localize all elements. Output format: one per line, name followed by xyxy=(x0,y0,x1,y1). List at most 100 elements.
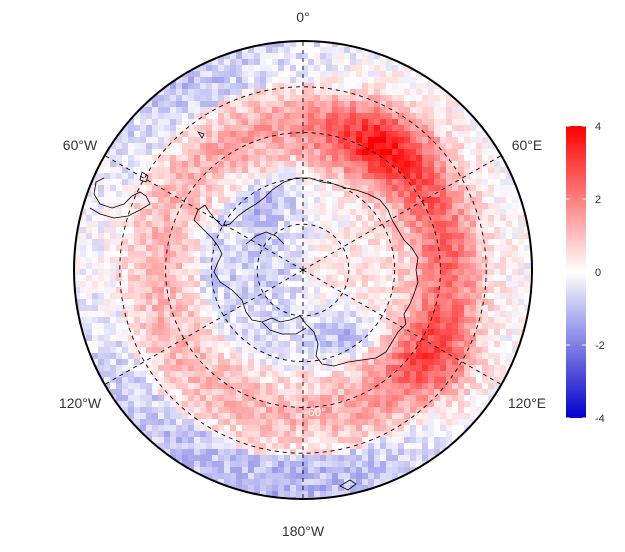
field-cell xyxy=(446,179,453,186)
field-cell xyxy=(320,209,327,216)
field-cell xyxy=(158,311,165,318)
field-cell xyxy=(260,413,267,420)
field-cell xyxy=(284,215,291,222)
field-cell xyxy=(410,371,417,378)
field-cell xyxy=(284,407,291,414)
field-cell xyxy=(230,323,237,330)
field-cell xyxy=(470,311,477,318)
field-cell xyxy=(278,125,285,132)
field-cell xyxy=(512,317,519,324)
field-cell xyxy=(464,245,471,252)
field-cell xyxy=(332,113,339,120)
field-cell xyxy=(212,143,219,150)
field-cell xyxy=(266,335,273,342)
field-cell xyxy=(164,443,171,450)
field-cell xyxy=(128,245,135,252)
field-cell xyxy=(374,59,381,66)
field-cell xyxy=(434,83,441,90)
field-cell xyxy=(362,113,369,120)
field-cell xyxy=(272,413,279,420)
field-cell xyxy=(482,311,489,318)
field-cell xyxy=(386,215,393,222)
field-cell xyxy=(272,281,279,288)
field-cell xyxy=(182,197,189,204)
field-cell xyxy=(338,77,345,84)
field-cell xyxy=(374,473,381,480)
field-cell xyxy=(302,89,309,96)
field-cell xyxy=(434,113,441,120)
field-cell xyxy=(386,413,393,420)
field-cell xyxy=(236,197,243,204)
field-cell xyxy=(434,125,441,132)
field-cell xyxy=(296,209,303,216)
field-cell xyxy=(200,119,207,126)
field-cell xyxy=(314,329,321,336)
field-cell xyxy=(116,359,123,366)
field-cell xyxy=(488,173,495,180)
field-cell xyxy=(434,215,441,222)
field-cell xyxy=(398,251,405,258)
field-cell xyxy=(290,377,297,384)
field-cell xyxy=(104,317,111,324)
field-cell xyxy=(230,131,237,138)
field-cell xyxy=(206,257,213,264)
field-cell xyxy=(260,491,267,498)
field-cell xyxy=(476,155,483,162)
field-cell xyxy=(200,239,207,246)
field-cell xyxy=(482,371,489,378)
field-cell xyxy=(392,101,399,108)
field-cell xyxy=(422,347,429,354)
field-cell xyxy=(404,413,411,420)
field-cell xyxy=(512,347,519,354)
field-cell xyxy=(176,449,183,456)
field-cell xyxy=(212,329,219,336)
field-cell xyxy=(272,347,279,354)
field-cell xyxy=(224,287,231,294)
field-cell xyxy=(428,215,435,222)
field-cell xyxy=(290,89,297,96)
field-cell xyxy=(296,383,303,390)
field-cell xyxy=(236,191,243,198)
field-cell xyxy=(296,353,303,360)
field-cell xyxy=(320,353,327,360)
field-cell xyxy=(320,281,327,288)
field-cell xyxy=(122,251,129,258)
field-cell xyxy=(398,131,405,138)
field-cell xyxy=(140,155,147,162)
field-cell xyxy=(188,143,195,150)
field-cell xyxy=(200,359,207,366)
field-cell xyxy=(104,191,111,198)
field-cell xyxy=(224,77,231,84)
field-cell xyxy=(242,359,249,366)
field-cell xyxy=(326,227,333,234)
field-cell xyxy=(344,449,351,456)
field-cell xyxy=(362,365,369,372)
field-cell xyxy=(188,185,195,192)
field-cell xyxy=(410,425,417,432)
field-cell xyxy=(308,101,315,108)
field-cell xyxy=(194,335,201,342)
field-cell xyxy=(356,407,363,414)
field-cell xyxy=(452,359,459,366)
field-cell xyxy=(248,185,255,192)
field-cell xyxy=(278,233,285,240)
field-cell xyxy=(290,299,297,306)
field-cell xyxy=(122,185,129,192)
field-cell xyxy=(506,269,513,276)
field-cell xyxy=(464,155,471,162)
field-cell xyxy=(386,239,393,246)
field-cell xyxy=(356,329,363,336)
field-cell xyxy=(422,443,429,450)
field-cell xyxy=(410,119,417,126)
field-cell xyxy=(284,107,291,114)
field-cell xyxy=(260,77,267,84)
field-cell xyxy=(428,107,435,114)
field-cell xyxy=(464,149,471,156)
field-cell xyxy=(392,341,399,348)
field-cell xyxy=(176,269,183,276)
field-cell xyxy=(434,95,441,102)
field-cell xyxy=(284,233,291,240)
field-cell xyxy=(470,287,477,294)
field-cell xyxy=(182,215,189,222)
